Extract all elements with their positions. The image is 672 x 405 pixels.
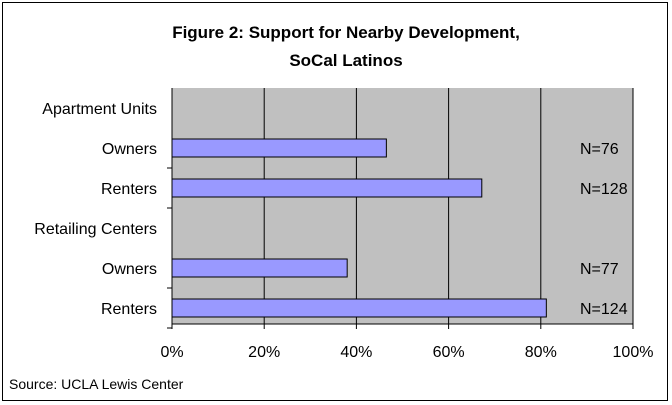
bars — [171, 138, 547, 318]
sample-size-label: N=124 — [580, 301, 628, 318]
chart-title-line1: Figure 2: Support for Nearby Development… — [172, 23, 520, 42]
gridlines — [171, 88, 634, 329]
group-label: Retailing Centers — [34, 221, 157, 238]
category-label: Renters — [101, 181, 157, 198]
x-tick-label: 40% — [340, 344, 372, 361]
category-label: Owners — [102, 141, 157, 158]
sample-size-label: N=76 — [580, 141, 619, 158]
plot-area — [172, 88, 633, 324]
sample-size-labels: N=76 N=128 N=77 N=124 — [580, 141, 628, 318]
sample-size-label: N=77 — [580, 261, 619, 278]
group-label: Apartment Units — [42, 101, 157, 118]
source-note: Source: UCLA Lewis Center — [9, 376, 184, 392]
x-tick-label: 0% — [160, 344, 183, 361]
bar — [171, 178, 483, 198]
bar — [171, 138, 387, 158]
chart-title-line2: SoCal Latinos — [289, 51, 402, 70]
bar — [171, 298, 547, 318]
bar — [171, 258, 348, 278]
x-tick-label: 20% — [248, 344, 280, 361]
x-tick-label: 100% — [613, 344, 654, 361]
category-label: Renters — [101, 301, 157, 318]
sample-size-label: N=128 — [580, 181, 628, 198]
x-tick-labels: 0% 20% 40% 60% 80% 100% — [160, 344, 653, 361]
x-tick-label: 60% — [433, 344, 465, 361]
x-tick-label: 80% — [525, 344, 557, 361]
category-labels: Apartment Units Owners Renters Retailing Ce… — [34, 101, 172, 329]
category-label: Owners — [102, 261, 157, 278]
